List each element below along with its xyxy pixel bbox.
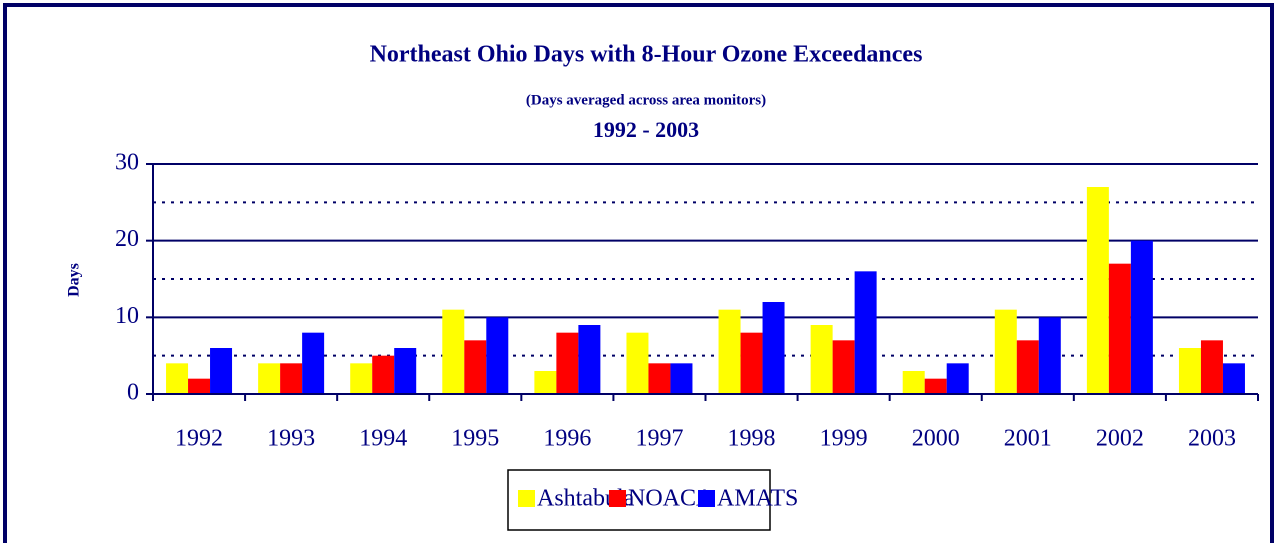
bar — [394, 348, 417, 394]
x-tick-label: 1998 — [728, 426, 776, 452]
bar — [1086, 187, 1109, 394]
bar — [372, 355, 395, 394]
bar — [442, 309, 465, 394]
y-tick-label: 20 — [115, 226, 139, 252]
legend-swatch — [518, 490, 535, 507]
bar — [578, 325, 601, 394]
bar — [258, 363, 281, 394]
x-tick-label: 2001 — [1004, 426, 1052, 452]
bar — [1016, 340, 1039, 394]
bar — [902, 371, 925, 394]
legend-swatch — [609, 490, 626, 507]
bar — [166, 363, 189, 394]
x-tick-label: 1992 — [175, 426, 223, 452]
bar — [740, 332, 763, 394]
bar — [1038, 317, 1061, 394]
x-tick-label: 1996 — [543, 426, 591, 452]
bar — [464, 340, 487, 394]
legend-label: AMATS — [717, 486, 798, 512]
chart-period: 1992 - 2003 — [593, 117, 699, 142]
legend-swatch — [698, 490, 715, 507]
x-tick-label: 2003 — [1188, 426, 1236, 452]
bar — [1200, 340, 1223, 394]
bar — [486, 317, 509, 394]
legend-box — [507, 469, 771, 531]
bar — [946, 363, 969, 394]
bar — [350, 363, 373, 394]
x-tick-label: 1997 — [635, 426, 683, 452]
bar — [1130, 240, 1153, 394]
bar — [534, 371, 557, 394]
bar — [210, 348, 233, 394]
bar — [1178, 348, 1201, 394]
bar — [762, 302, 785, 394]
x-tick-label: 1993 — [267, 426, 315, 452]
bar — [924, 378, 947, 394]
x-tick-label: 1995 — [451, 426, 499, 452]
chart-title: Northeast Ohio Days with 8-Hour Ozone Ex… — [370, 42, 923, 68]
bar — [1222, 363, 1245, 394]
x-tick-label: 2002 — [1096, 426, 1144, 452]
frame — [3, 3, 1274, 543]
x-tick-label: 1999 — [820, 426, 868, 452]
x-tick-label: 2000 — [912, 426, 960, 452]
bar — [994, 309, 1017, 394]
y-tick-label: 0 — [127, 380, 139, 406]
bar — [648, 363, 671, 394]
bar — [280, 363, 303, 394]
y-axis-label: Days — [66, 263, 83, 297]
bar — [832, 340, 855, 394]
bar — [810, 325, 833, 394]
bar — [556, 332, 579, 394]
bar — [1108, 263, 1131, 394]
y-tick-label: 10 — [115, 303, 139, 329]
bar — [626, 332, 649, 394]
y-tick-label: 30 — [115, 150, 139, 176]
bar — [188, 378, 211, 394]
bar — [854, 271, 877, 394]
bar — [302, 332, 325, 394]
chart-subtitle: (Days averaged across area monitors) — [526, 92, 766, 108]
x-tick-label: 1994 — [359, 426, 407, 452]
bar — [670, 363, 693, 394]
bar — [718, 309, 741, 394]
